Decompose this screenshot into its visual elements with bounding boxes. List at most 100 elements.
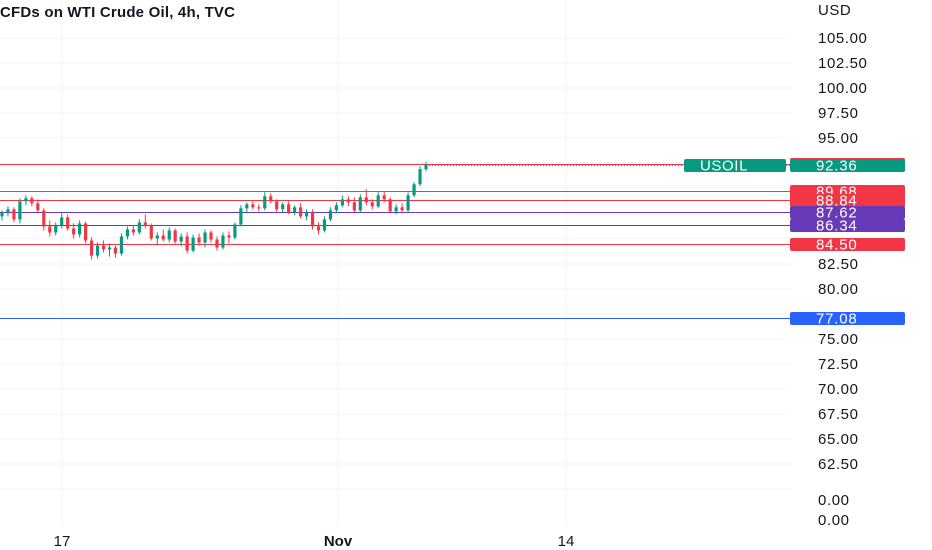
candle (239, 205, 243, 227)
y-tick-label: 0.00 (818, 492, 850, 509)
candle-body (263, 196, 267, 209)
candle-body (382, 195, 386, 200)
candle (137, 219, 141, 235)
candle (36, 199, 40, 214)
candle (185, 232, 189, 254)
candle (424, 162, 428, 172)
candle-body (84, 223, 88, 241)
candle (281, 202, 285, 213)
candle (161, 229, 165, 242)
candle-body (304, 212, 309, 217)
candle (352, 197, 356, 214)
time-axis[interactable]: 17 Nov 14 (54, 533, 575, 550)
symbol-badge (684, 159, 786, 172)
candle (328, 207, 333, 222)
candle-body (221, 235, 225, 248)
candle-body (424, 164, 428, 170)
candle-body (191, 237, 195, 251)
candle (412, 182, 416, 198)
y-tick-label: 62.50 (818, 456, 859, 473)
candle (221, 232, 225, 250)
candle (418, 166, 422, 187)
candle-body (316, 226, 321, 231)
candle (257, 204, 261, 212)
candle-body (412, 184, 416, 196)
candle-body (406, 195, 410, 211)
candle (131, 225, 135, 236)
candle-body (358, 197, 362, 211)
candle (209, 230, 213, 243)
y-tick-label: 72.50 (818, 356, 859, 373)
candle-body (107, 247, 112, 250)
price-level-tag (790, 312, 905, 325)
candle-body (179, 236, 183, 242)
y-tick-label: 100.00 (818, 80, 867, 97)
symbol-tag: USOIL 92.36 (426, 158, 905, 175)
price-level-tag (790, 206, 905, 219)
candle-body (322, 219, 327, 231)
candle-body (185, 236, 189, 251)
candle-body (30, 198, 34, 204)
price-level-tag (790, 219, 905, 232)
candle (376, 192, 380, 209)
y-tick-label: 82.50 (818, 256, 859, 273)
candle (149, 223, 153, 241)
candle (18, 198, 22, 224)
candle-body (12, 209, 16, 220)
candle (340, 195, 344, 208)
candle-body (95, 245, 100, 256)
price-level-value: 84.50 (816, 237, 858, 254)
y-tick-label: 95.00 (818, 130, 859, 147)
candle (155, 232, 159, 246)
candle (382, 191, 386, 203)
candle-body (394, 207, 398, 212)
last-price-tag (790, 159, 905, 172)
candle (60, 213, 64, 229)
candle (12, 207, 16, 223)
y-tick-label: 105.00 (818, 30, 867, 47)
grid (0, 0, 790, 525)
candle-body (400, 207, 404, 211)
candle-body (370, 202, 374, 207)
candle-body (346, 199, 350, 203)
candle (215, 236, 219, 251)
candle (197, 233, 201, 246)
candle-body (298, 207, 303, 217)
y-tick-label: 0.00 (818, 512, 850, 529)
candle (119, 233, 124, 256)
candle-body (42, 210, 46, 227)
candle (95, 242, 100, 259)
price-level-value: 77.08 (816, 311, 858, 328)
candle-body (66, 217, 70, 229)
candle (245, 202, 249, 214)
y-tick-label: 97.50 (818, 105, 859, 122)
candle (251, 201, 255, 210)
candle-body (137, 222, 141, 233)
candle-body (269, 196, 273, 202)
candle (388, 197, 392, 214)
price-axis[interactable]: 105.00 102.50 100.00 97.50 95.00 82.50 80.00 75… (818, 30, 867, 529)
price-level-value: 88.84 (816, 193, 858, 210)
candle-body (293, 207, 297, 213)
candle-body (233, 224, 237, 238)
candle (89, 237, 94, 260)
x-tick-label: 17 (54, 533, 71, 550)
candle-body (197, 237, 201, 243)
x-tick-label: Nov (324, 533, 353, 550)
candle-body (376, 195, 380, 207)
candle (167, 227, 171, 243)
candle-body (239, 208, 243, 225)
candle-body (155, 235, 159, 239)
candle-body (24, 198, 28, 202)
candle (310, 209, 315, 230)
candle-body (161, 235, 165, 240)
candle (233, 222, 237, 240)
candle-body (245, 204, 249, 209)
candle (322, 216, 327, 233)
currency-label: USD (818, 2, 852, 19)
candle (364, 189, 368, 206)
candle-body (131, 229, 135, 233)
candle (143, 214, 147, 229)
candle-body (48, 226, 52, 233)
